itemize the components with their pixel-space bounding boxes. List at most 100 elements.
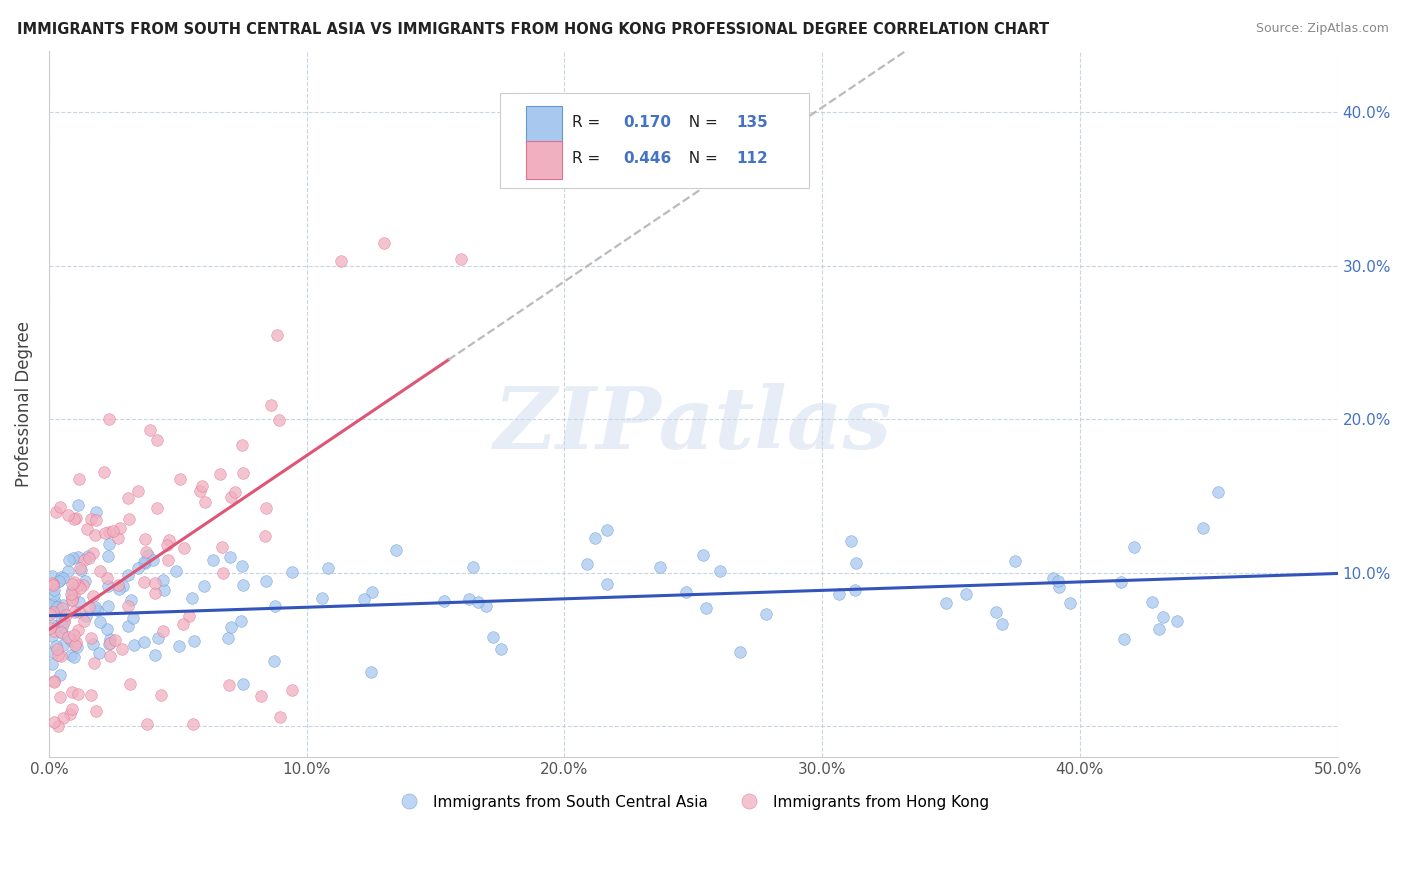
Immigrants from South Central Asia: [183, 634, 205, 648]
Immigrants from Hong Kong: [89, 564, 111, 578]
Immigrants from South Central Asia: [97, 579, 120, 593]
Immigrants from South Central Asia: [112, 578, 135, 592]
Immigrants from South Central Asia: [828, 586, 851, 600]
Text: Source: ZipAtlas.com: Source: ZipAtlas.com: [1256, 22, 1389, 36]
Immigrants from Hong Kong: [450, 252, 472, 266]
Immigrants from South Central Asia: [75, 574, 97, 588]
Immigrants from Hong Kong: [117, 599, 139, 613]
Immigrants from South Central Asia: [955, 587, 977, 601]
Immigrants from South Central Asia: [475, 599, 498, 613]
Immigrants from Hong Kong: [219, 490, 242, 504]
Immigrants from South Central Asia: [42, 604, 65, 618]
Immigrants from Hong Kong: [329, 254, 352, 268]
Immigrants from South Central Asia: [82, 637, 104, 651]
Immigrants from Hong Kong: [269, 710, 291, 724]
Immigrants from Hong Kong: [80, 688, 103, 702]
Immigrants from Hong Kong: [82, 546, 104, 560]
Immigrants from South Central Asia: [117, 619, 139, 633]
Immigrants from Hong Kong: [120, 677, 142, 691]
Immigrants from Hong Kong: [218, 678, 240, 692]
Immigrants from South Central Asia: [433, 593, 456, 607]
Immigrants from Hong Kong: [232, 467, 254, 481]
Immigrants from South Central Asia: [458, 592, 481, 607]
Immigrants from Hong Kong: [76, 523, 98, 537]
Immigrants from South Central Asia: [263, 654, 285, 668]
Immigrants from Hong Kong: [48, 690, 70, 704]
Immigrants from Hong Kong: [58, 508, 80, 522]
Immigrants from South Central Asia: [51, 625, 73, 640]
Immigrants from Hong Kong: [60, 685, 83, 699]
Immigrants from South Central Asia: [229, 614, 252, 628]
Immigrants from Hong Kong: [266, 328, 288, 343]
Immigrants from South Central Asia: [49, 605, 72, 619]
Immigrants from Hong Kong: [80, 632, 103, 646]
Immigrants from South Central Asia: [650, 559, 672, 574]
Immigrants from South Central Asia: [69, 563, 91, 577]
Immigrants from Hong Kong: [77, 599, 100, 614]
Immigrants from South Central Asia: [218, 549, 240, 564]
Immigrants from Hong Kong: [209, 467, 232, 481]
Immigrants from Hong Kong: [191, 479, 214, 493]
Text: 0.170: 0.170: [624, 115, 672, 130]
Immigrants from Hong Kong: [108, 520, 131, 534]
Immigrants from South Central Asia: [132, 555, 155, 569]
Immigrants from South Central Asia: [353, 591, 375, 606]
Immigrants from South Central Asia: [152, 573, 174, 587]
Immigrants from Hong Kong: [60, 577, 83, 591]
Immigrants from Hong Kong: [169, 472, 191, 486]
Immigrants from Hong Kong: [60, 587, 83, 601]
Immigrants from Hong Kong: [143, 575, 166, 590]
Immigrants from South Central Asia: [58, 564, 80, 578]
Immigrants from South Central Asia: [709, 564, 731, 578]
Immigrants from Hong Kong: [269, 413, 291, 427]
Immigrants from South Central Asia: [360, 665, 382, 679]
Immigrants from Hong Kong: [42, 673, 65, 688]
Immigrants from Hong Kong: [42, 576, 65, 591]
Immigrants from South Central Asia: [45, 639, 67, 653]
Immigrants from South Central Asia: [463, 560, 485, 574]
Immigrants from Hong Kong: [101, 524, 124, 539]
Immigrants from South Central Asia: [60, 634, 83, 648]
Immigrants from South Central Asia: [841, 533, 863, 548]
Immigrants from South Central Asia: [45, 600, 67, 615]
Immigrants from South Central Asia: [1112, 632, 1135, 647]
Immigrants from South Central Asia: [675, 585, 697, 599]
Immigrants from Hong Kong: [93, 466, 115, 480]
Immigrants from Hong Kong: [98, 648, 121, 663]
Immigrants from South Central Asia: [66, 640, 89, 654]
Immigrants from South Central Asia: [142, 553, 165, 567]
Immigrants from Hong Kong: [69, 581, 91, 595]
Immigrants from Hong Kong: [253, 529, 276, 543]
Immigrants from South Central Asia: [360, 584, 382, 599]
Immigrants from Hong Kong: [107, 578, 129, 592]
Immigrants from Hong Kong: [152, 624, 174, 638]
Immigrants from South Central Asia: [1042, 571, 1064, 585]
Immigrants from South Central Asia: [1004, 554, 1026, 568]
Immigrants from South Central Asia: [193, 579, 215, 593]
Immigrants from South Central Asia: [489, 642, 512, 657]
Immigrants from South Central Asia: [1122, 541, 1144, 555]
Immigrants from Hong Kong: [63, 587, 86, 601]
Immigrants from South Central Asia: [51, 612, 73, 626]
Immigrants from South Central Asia: [986, 605, 1008, 619]
Immigrants from Hong Kong: [66, 578, 89, 592]
Immigrants from South Central Asia: [89, 615, 111, 630]
Immigrants from Hong Kong: [173, 541, 195, 556]
Text: N =: N =: [679, 115, 723, 130]
Immigrants from South Central Asia: [728, 645, 751, 659]
Immigrants from Hong Kong: [62, 702, 84, 716]
Immigrants from Hong Kong: [118, 512, 141, 526]
Immigrants from South Central Asia: [1191, 521, 1213, 535]
Immigrants from South Central Asia: [96, 622, 118, 636]
Immigrants from Hong Kong: [157, 553, 180, 567]
Immigrants from Hong Kong: [52, 615, 75, 629]
Immigrants from South Central Asia: [122, 611, 145, 625]
Immigrants from Hong Kong: [135, 545, 157, 559]
Immigrants from Hong Kong: [211, 540, 233, 554]
Immigrants from Hong Kong: [98, 636, 121, 650]
Immigrants from South Central Asia: [59, 632, 82, 647]
Immigrants from South Central Asia: [692, 548, 714, 562]
Immigrants from South Central Asia: [67, 550, 90, 565]
Immigrants from South Central Asia: [58, 553, 80, 567]
Immigrants from Hong Kong: [98, 412, 121, 426]
